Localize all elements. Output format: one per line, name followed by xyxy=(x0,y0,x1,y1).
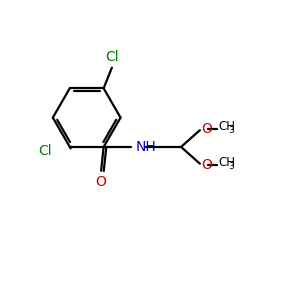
Text: O: O xyxy=(201,158,212,172)
Text: CH: CH xyxy=(219,120,236,133)
Text: O: O xyxy=(95,175,106,189)
Text: CH: CH xyxy=(219,156,236,169)
Text: Cl: Cl xyxy=(38,144,52,158)
Text: Cl: Cl xyxy=(105,50,119,64)
Text: 3: 3 xyxy=(228,126,234,135)
Text: 3: 3 xyxy=(228,162,234,171)
Text: O: O xyxy=(201,122,212,136)
Text: NH: NH xyxy=(136,140,157,154)
